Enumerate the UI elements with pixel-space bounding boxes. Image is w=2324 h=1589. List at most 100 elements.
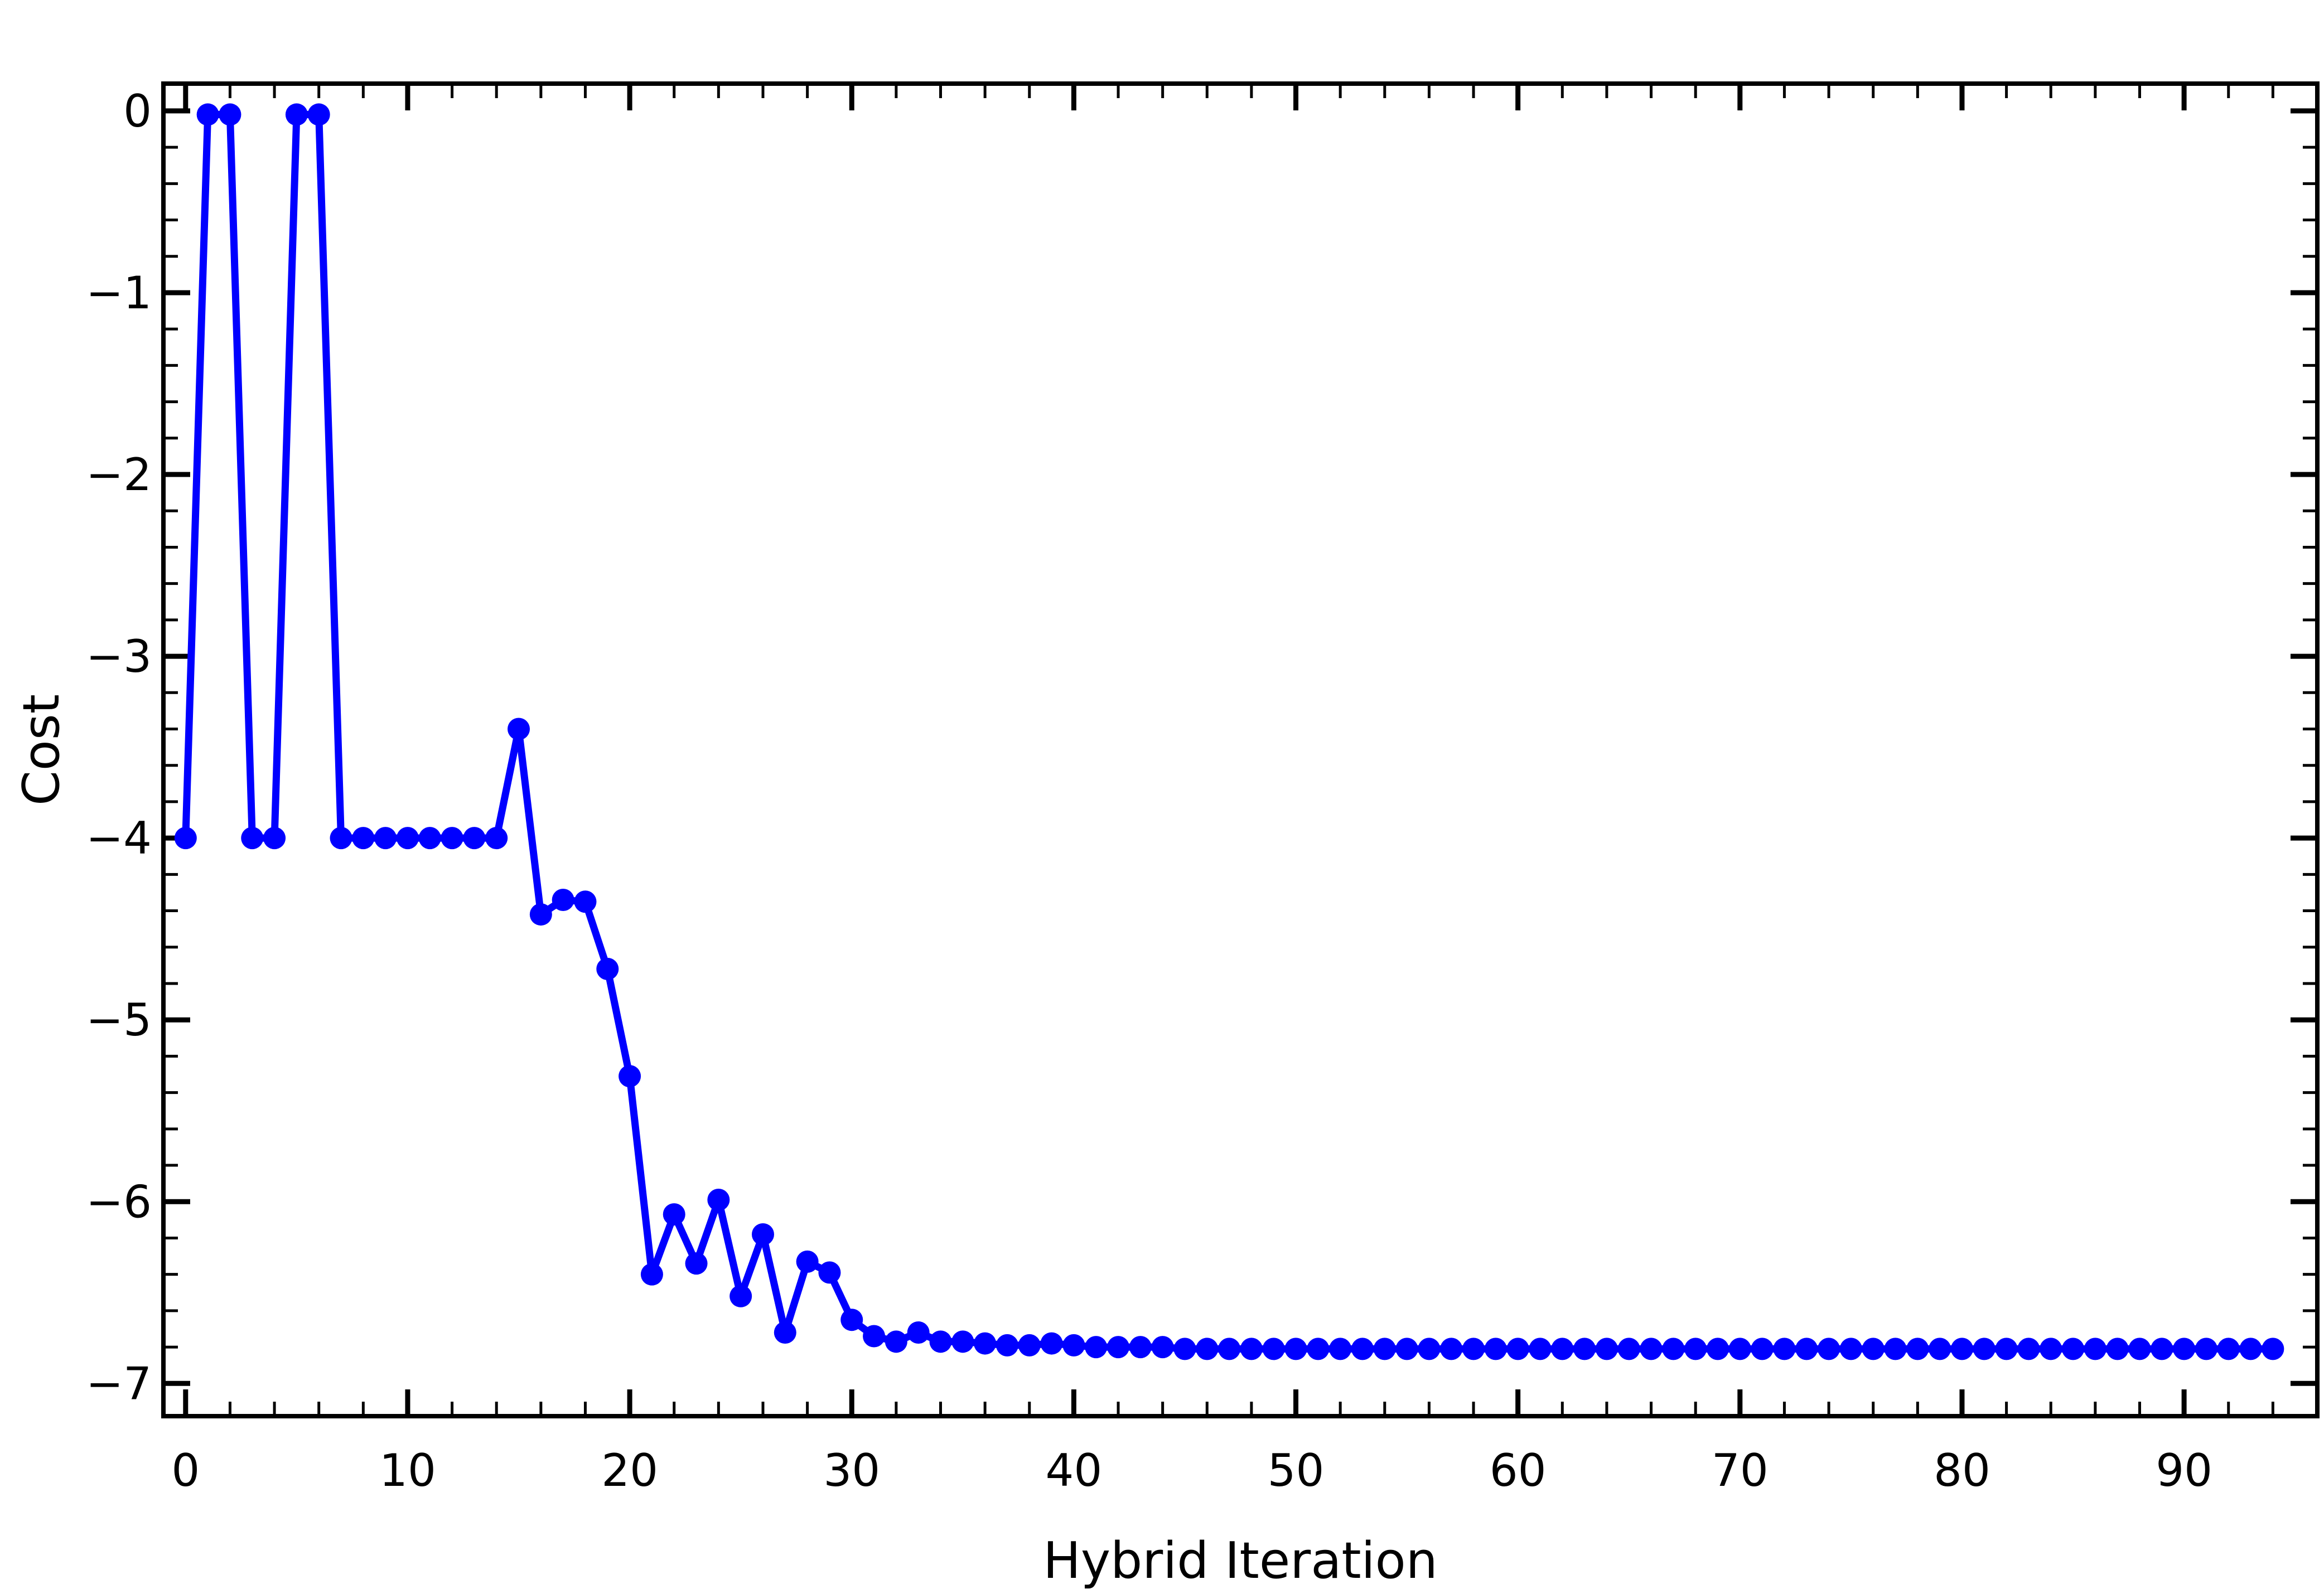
data-point <box>2128 1338 2151 1360</box>
data-point <box>818 1261 841 1284</box>
data-point <box>1040 1332 1063 1355</box>
data-point <box>2151 1338 2173 1360</box>
data-point <box>1107 1336 1130 1359</box>
data-point <box>974 1332 997 1355</box>
data-point <box>996 1334 1018 1357</box>
data-point <box>1307 1338 1330 1360</box>
data-point <box>1196 1338 1219 1360</box>
data-point <box>1795 1338 1818 1360</box>
data-point <box>1484 1338 1507 1360</box>
data-point <box>1906 1338 1929 1360</box>
x-tick-label: 30 <box>823 1445 880 1496</box>
data-point <box>574 890 597 913</box>
data-point <box>885 1330 907 1353</box>
series-layer <box>174 103 2284 1360</box>
data-point <box>1351 1338 1374 1360</box>
data-point <box>619 1065 641 1088</box>
data-point <box>2084 1338 2106 1360</box>
x-tick-label: 10 <box>379 1445 436 1496</box>
y-axis-title: Cost <box>12 694 71 806</box>
x-axis-title: Hybrid Iteration <box>1043 1532 1438 1589</box>
data-point <box>1129 1336 1152 1359</box>
y-tick-label: −3 <box>86 631 152 682</box>
x-tick-label: 60 <box>1490 1445 1547 1496</box>
y-tick-label: −7 <box>86 1358 152 1409</box>
y-tick-label: 0 <box>123 85 152 137</box>
data-point <box>1173 1338 1196 1360</box>
data-point <box>1662 1338 1685 1360</box>
data-point <box>241 827 264 850</box>
data-point <box>219 103 241 126</box>
data-point <box>596 957 619 980</box>
data-point <box>1240 1338 1263 1360</box>
data-point <box>1640 1338 1663 1360</box>
data-point <box>1950 1338 1973 1360</box>
data-point <box>1751 1338 1774 1360</box>
data-point <box>552 888 574 911</box>
data-point <box>1551 1338 1574 1360</box>
y-tick-label: −6 <box>86 1176 152 1228</box>
data-point <box>863 1325 886 1348</box>
data-point <box>2017 1338 2040 1360</box>
data-point <box>774 1321 796 1344</box>
data-point <box>1818 1338 1840 1360</box>
data-point <box>307 103 330 126</box>
data-point <box>508 718 530 740</box>
x-tick-label: 70 <box>1712 1445 1769 1496</box>
data-point <box>1529 1338 1552 1360</box>
data-point <box>951 1330 974 1353</box>
data-point <box>441 827 463 850</box>
data-point <box>1995 1338 2018 1360</box>
data-point <box>1395 1338 1418 1360</box>
data-point <box>1839 1338 1862 1360</box>
data-point <box>463 827 486 850</box>
data-point <box>1329 1338 1352 1360</box>
y-tick-label: −4 <box>86 812 152 864</box>
tick-labels: 0 10 20 30 40 50 60 70 80 90 0 −1 −2 −3 −4 −5 −6 −7 <box>86 85 2212 1496</box>
data-point <box>751 1223 774 1246</box>
data-point <box>1062 1334 1085 1357</box>
data-point <box>685 1252 708 1275</box>
data-point <box>1728 1338 1751 1360</box>
data-point <box>907 1321 930 1344</box>
data-point <box>796 1250 819 1273</box>
data-point <box>1862 1338 1885 1360</box>
data-point <box>1617 1338 1640 1360</box>
ticks-layer <box>163 84 2319 1416</box>
data-point <box>2106 1338 2129 1360</box>
data-point <box>1218 1338 1241 1360</box>
data-point <box>929 1330 952 1353</box>
data-point <box>352 827 375 850</box>
data-point <box>2195 1338 2217 1360</box>
plot-frame <box>161 81 2320 1418</box>
data-point <box>1506 1338 1529 1360</box>
data-point <box>1462 1338 1485 1360</box>
data-point <box>1018 1334 1041 1357</box>
data-point <box>1684 1338 1707 1360</box>
data-point <box>196 103 219 126</box>
data-point <box>1929 1338 1951 1360</box>
data-point <box>1151 1336 1174 1359</box>
data-point <box>729 1285 752 1307</box>
y-tick-label: −1 <box>86 267 152 319</box>
x-tick-label: 50 <box>1268 1445 1325 1496</box>
data-point <box>285 103 308 126</box>
data-point <box>374 827 397 850</box>
data-point <box>1973 1338 1996 1360</box>
data-point <box>1373 1338 1396 1360</box>
data-point <box>1440 1338 1463 1360</box>
data-point <box>1884 1338 1907 1360</box>
data-point <box>2040 1338 2062 1360</box>
data-point <box>840 1309 863 1331</box>
data-point <box>529 903 552 926</box>
data-point <box>1773 1338 1796 1360</box>
data-point <box>1707 1338 1729 1360</box>
data-point <box>1573 1338 1596 1360</box>
data-point <box>2262 1338 2284 1360</box>
data-point <box>2173 1338 2196 1360</box>
data-point <box>418 827 441 850</box>
data-point <box>1595 1338 1618 1360</box>
x-tick-label: 20 <box>601 1445 658 1496</box>
